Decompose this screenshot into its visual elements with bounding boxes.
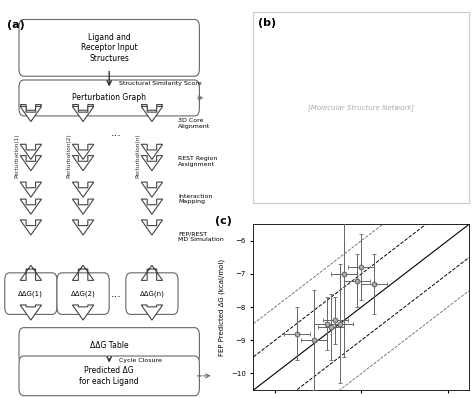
FancyArrow shape bbox=[141, 199, 163, 214]
FancyArrow shape bbox=[141, 182, 163, 197]
FancyArrow shape bbox=[73, 199, 94, 214]
FancyArrow shape bbox=[73, 106, 94, 122]
Text: FEP/REST
MD Simulation: FEP/REST MD Simulation bbox=[178, 232, 224, 242]
Text: (b): (b) bbox=[258, 18, 276, 28]
Text: Interaction
Mapping: Interaction Mapping bbox=[178, 194, 212, 205]
Text: ΔΔG Table: ΔΔG Table bbox=[90, 341, 128, 350]
Text: 3D Core
Alignment: 3D Core Alignment bbox=[178, 118, 210, 129]
Text: ΔΔG(n): ΔΔG(n) bbox=[139, 291, 164, 297]
FancyArrow shape bbox=[73, 182, 94, 197]
Text: Perturbation(n): Perturbation(n) bbox=[135, 133, 140, 178]
Text: [Molecular Structure Network]: [Molecular Structure Network] bbox=[309, 104, 414, 111]
Text: REST Region
Assignment: REST Region Assignment bbox=[178, 156, 218, 167]
FancyBboxPatch shape bbox=[19, 80, 200, 116]
Text: ΔΔG(2): ΔΔG(2) bbox=[71, 291, 95, 297]
FancyArrow shape bbox=[20, 265, 42, 280]
FancyBboxPatch shape bbox=[126, 273, 178, 314]
Text: ...: ... bbox=[111, 128, 122, 138]
FancyArrow shape bbox=[20, 144, 42, 159]
FancyArrow shape bbox=[20, 182, 42, 197]
Text: ...: ... bbox=[111, 289, 122, 298]
Text: (a): (a) bbox=[7, 20, 25, 29]
FancyBboxPatch shape bbox=[19, 20, 200, 76]
FancyArrow shape bbox=[73, 305, 94, 320]
FancyArrow shape bbox=[141, 156, 163, 171]
Text: Perturbation(1): Perturbation(1) bbox=[14, 133, 19, 178]
FancyArrow shape bbox=[73, 220, 94, 235]
FancyBboxPatch shape bbox=[57, 273, 109, 314]
Text: Ligand and
Receptor Input
Structures: Ligand and Receptor Input Structures bbox=[81, 33, 137, 63]
FancyArrow shape bbox=[73, 105, 94, 120]
FancyArrow shape bbox=[20, 305, 42, 320]
Y-axis label: FEP Predicted ΔG (kcal/mol): FEP Predicted ΔG (kcal/mol) bbox=[219, 259, 225, 356]
Text: ΔΔG(1): ΔΔG(1) bbox=[18, 291, 43, 297]
Text: (c): (c) bbox=[215, 216, 231, 226]
FancyArrow shape bbox=[20, 220, 42, 235]
FancyArrow shape bbox=[141, 265, 163, 280]
FancyArrow shape bbox=[141, 220, 163, 235]
Text: Perturbation Graph: Perturbation Graph bbox=[72, 94, 146, 102]
FancyArrow shape bbox=[141, 144, 163, 159]
FancyArrow shape bbox=[73, 156, 94, 171]
FancyArrow shape bbox=[20, 156, 42, 171]
FancyArrow shape bbox=[73, 265, 94, 280]
Text: Cycle Closure: Cycle Closure bbox=[118, 359, 162, 363]
FancyArrow shape bbox=[20, 106, 42, 122]
FancyBboxPatch shape bbox=[19, 328, 200, 364]
FancyBboxPatch shape bbox=[19, 356, 200, 396]
FancyArrow shape bbox=[73, 144, 94, 159]
Text: Predicted ΔG
for each Ligand: Predicted ΔG for each Ligand bbox=[79, 366, 139, 386]
FancyArrow shape bbox=[141, 106, 163, 122]
FancyArrow shape bbox=[141, 105, 163, 120]
FancyArrow shape bbox=[141, 305, 163, 320]
FancyArrow shape bbox=[20, 199, 42, 214]
FancyBboxPatch shape bbox=[5, 273, 57, 314]
FancyArrow shape bbox=[20, 105, 42, 120]
Text: Structural Similarity Score: Structural Similarity Score bbox=[118, 80, 201, 86]
Text: Perturbation(2): Perturbation(2) bbox=[66, 133, 71, 178]
